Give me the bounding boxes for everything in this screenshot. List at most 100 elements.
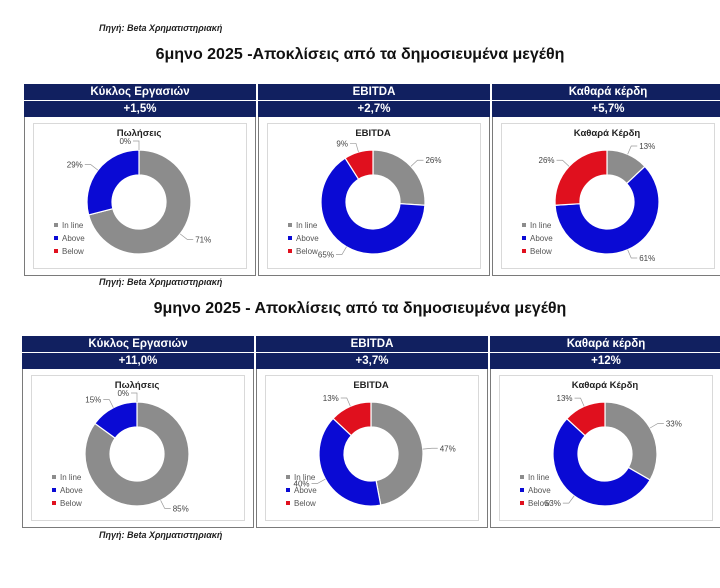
panel-change-value: +1,5% <box>24 100 256 117</box>
donut-chart-9m-net-profit: Καθαρά Κέρδη 33% 53% 13% In line Above Below <box>499 375 713 521</box>
legend-label-inline: In line <box>530 221 552 230</box>
legend-label-inline: In line <box>528 473 550 482</box>
panel-header: EBITDA <box>258 84 490 100</box>
legend-label-inline: In line <box>60 473 82 482</box>
leader-line <box>103 399 114 408</box>
legend-swatch-above <box>522 236 526 240</box>
data-label-inline: 13% <box>639 142 655 151</box>
chart-title: Πωλήσεις <box>115 380 160 391</box>
slice-inline <box>604 401 658 481</box>
panel-header: EBITDA <box>256 336 488 352</box>
donut-chart-9m-ebitda: EBITDA 47% 40% 13% In line Above Below <box>265 375 479 521</box>
leader-line <box>335 246 347 255</box>
panel-change-value: +5,7% <box>492 100 720 117</box>
panel-body: Καθαρά Κέρδη 33% 53% 13% In line Above Below <box>490 369 720 528</box>
slice-above <box>94 401 138 439</box>
legend-swatch-above <box>54 236 58 240</box>
legend-label-below: Below <box>60 499 82 508</box>
data-label-below: 13% <box>323 394 339 403</box>
data-label-above: 53% <box>545 499 561 508</box>
legend-swatch-above <box>52 488 56 492</box>
leader-line <box>160 500 171 509</box>
slice-below <box>344 149 374 181</box>
slice-below <box>332 401 372 437</box>
leader-line <box>340 397 351 407</box>
data-label-below: 0% <box>117 389 129 398</box>
slice-below <box>565 401 606 437</box>
source-note-top: Πηγή: Beta Χρηματιστηριακή <box>99 23 223 33</box>
slice-below <box>554 149 608 206</box>
panel-9m-revenue: Κύκλος Εργασιών +11,0% Πωλήσεις 85% 15% 0% I… <box>22 336 254 528</box>
data-label-below: 0% <box>119 137 131 146</box>
donut-chart-9m-sales: Πωλήσεις 85% 15% 0% In line Above Below <box>31 375 245 521</box>
panel-header: Καθαρά κέρδη <box>490 336 720 352</box>
legend-swatch-below <box>288 249 292 253</box>
legend-label-below: Below <box>62 247 84 256</box>
slice-above <box>320 157 426 255</box>
panel-header: Κύκλος Εργασιών <box>22 336 254 352</box>
slice-above <box>554 165 660 255</box>
panel-header: Καθαρά κέρδη <box>492 84 720 100</box>
slice-inline <box>87 149 192 255</box>
leader-line <box>627 145 638 155</box>
legend-swatch-below <box>522 249 526 253</box>
leader-line <box>179 233 194 240</box>
legend-label-below: Below <box>294 499 316 508</box>
legend-swatch-below <box>52 501 56 505</box>
legend-swatch-below <box>54 249 58 253</box>
leader-line <box>131 392 138 402</box>
panel-body: Πωλήσεις 85% 15% 0% In line Above Below <box>22 369 254 528</box>
legend-label-below: Below <box>530 247 552 256</box>
legend-swatch-above <box>288 236 292 240</box>
panel-9m-net-profit: Καθαρά κέρδη +12% Καθαρά Κέρδη 33% 53% 13% I… <box>490 336 720 528</box>
slice-above <box>552 417 651 507</box>
donut-chart-h1-net-profit: Καθαρά Κέρδη 13% 61% 26% In line Above Below <box>501 123 715 269</box>
legend-label-above: Above <box>62 234 85 243</box>
donut-chart-h1-sales: Πωλήσεις 71% 29% 0% In line Above Below <box>33 123 247 269</box>
donut-svg: Καθαρά Κέρδη 33% 53% 13% In line Above Below <box>520 380 682 508</box>
legend-label-inline: In line <box>62 221 84 230</box>
legend-swatch-inline <box>54 223 58 227</box>
leader-line <box>556 159 570 167</box>
panel-h1-ebitda: EBITDA +2,7% EBITDA 26% 65% 9% In line Above B… <box>258 84 490 276</box>
panel-9m-ebitda: EBITDA +3,7% EBITDA 47% 40% 13% In line Above… <box>256 336 488 528</box>
leader-line <box>349 143 359 153</box>
slice-above <box>86 149 140 216</box>
data-label-inline: 85% <box>173 504 189 513</box>
data-label-above: 40% <box>294 479 310 488</box>
donut-svg: Καθαρά Κέρδη 13% 61% 26% In line Above Below <box>522 128 660 263</box>
legend-swatch-inline <box>288 223 292 227</box>
data-label-above: 29% <box>67 161 83 170</box>
legend-label-above: Above <box>294 486 317 495</box>
legend-label-above: Above <box>528 486 551 495</box>
slice-inline <box>84 401 190 507</box>
donut-svg: Πωλήσεις 85% 15% 0% In line Above Below <box>52 380 190 513</box>
legend-swatch-inline <box>286 475 290 479</box>
panel-body: Καθαρά Κέρδη 13% 61% 26% In line Above Below <box>492 117 720 276</box>
leader-line <box>311 478 326 484</box>
panel-body: Πωλήσεις 71% 29% 0% In line Above Below <box>24 117 256 276</box>
leader-line <box>410 159 424 167</box>
chart-title: Καθαρά Κέρδη <box>572 380 639 391</box>
donut-chart-h1-ebitda: EBITDA 26% 65% 9% In line Above Below <box>267 123 481 269</box>
panel-change-value: +12% <box>490 352 720 369</box>
panel-header: Κύκλος Εργασιών <box>24 84 256 100</box>
donut-svg: EBITDA 26% 65% 9% In line Above Below <box>288 128 441 260</box>
legend-swatch-above <box>520 488 524 492</box>
leader-line <box>627 249 638 259</box>
panel-h1-revenue: Κύκλος Εργασιών +1,5% Πωλήσεις 71% 29% 0% In… <box>24 84 256 276</box>
legend-label-inline: In line <box>296 221 318 230</box>
donut-svg: EBITDA 47% 40% 13% In line Above Below <box>286 380 456 508</box>
legend-swatch-inline <box>52 475 56 479</box>
data-label-above: 15% <box>85 396 101 405</box>
leader-line <box>574 397 585 407</box>
leader-line <box>562 495 575 504</box>
panel-body: EBITDA 26% 65% 9% In line Above Below <box>258 117 490 276</box>
panel-change-value: +3,7% <box>256 352 488 369</box>
legend-swatch-below <box>520 501 524 505</box>
data-label-inline: 26% <box>425 156 441 165</box>
leader-line <box>649 423 664 429</box>
legend-swatch-above <box>286 488 290 492</box>
data-label-inline: 71% <box>195 235 211 244</box>
legend-swatch-inline <box>522 223 526 227</box>
